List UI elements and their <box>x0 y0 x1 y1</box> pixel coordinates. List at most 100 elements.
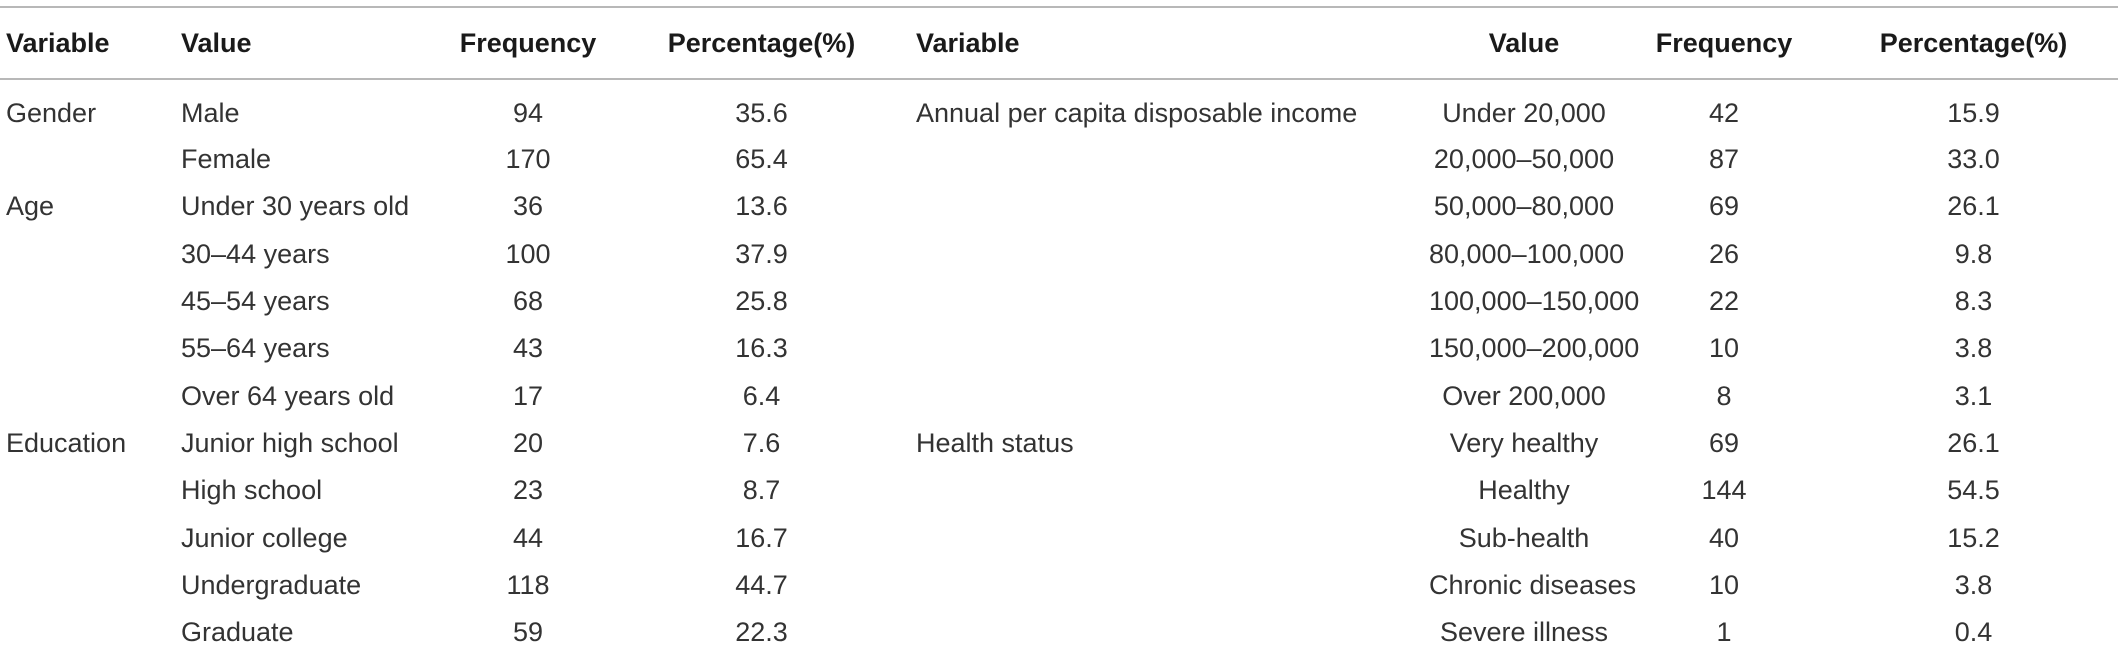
value-left-cell: Graduate <box>181 617 294 648</box>
frequency-right-cell: 87 <box>1708 144 1740 175</box>
variable-right-cell <box>910 231 1429 278</box>
value-left-cell: 30–44 years <box>181 238 330 269</box>
percentage-left-cell: 22.3 <box>735 617 788 648</box>
header-variable-left: Variable <box>6 27 110 58</box>
table-row: 45–54 years 68 25.8 100,000–150,000 22 8.3 <box>0 278 2118 325</box>
value-left-cell: Male <box>181 97 240 128</box>
variable-right-cell: Health status <box>916 427 1074 458</box>
value-right-cell: 80,000–100,000 <box>1429 238 1625 269</box>
percentage-right-cell: 15.2 <box>1947 522 2000 553</box>
percentage-left-cell: 13.6 <box>735 191 788 222</box>
table-row: Undergraduate 118 44.7 Chronic diseases 10 3.… <box>0 562 2118 609</box>
value-left-cell: Under 30 years old <box>181 191 410 222</box>
value-right-cell: 100,000–150,000 <box>1429 286 1640 317</box>
value-left-cell: Female <box>181 144 272 175</box>
frequency-left-cell: 94 <box>512 97 544 128</box>
frequency-right-cell: 144 <box>1701 475 1747 506</box>
frequency-left-cell: 44 <box>512 522 544 553</box>
frequency-left-cell: 118 <box>506 569 550 600</box>
frequency-left-cell: 20 <box>512 427 544 458</box>
percentage-right-cell: 9.8 <box>1954 238 1993 269</box>
table-row: Over 64 years old 17 6.4 Over 200,000 8 3.1 <box>0 372 2118 419</box>
table-row: Graduate 59 22.3 Severe illness 1 0.4 <box>0 609 2118 656</box>
percentage-right-cell: 3.1 <box>1954 380 1993 411</box>
frequency-left-cell: 59 <box>512 617 544 648</box>
variable-left-cell: Gender <box>6 97 97 128</box>
frequency-right-cell: 10 <box>1708 569 1740 600</box>
variable-left-cell <box>0 467 175 514</box>
variable-left-cell <box>0 278 175 325</box>
percentage-right-cell: 26.1 <box>1947 191 2000 222</box>
frequency-right-cell: 42 <box>1708 97 1740 128</box>
percentage-left-cell: 35.6 <box>735 97 788 128</box>
percentage-right-cell: 3.8 <box>1954 333 1993 364</box>
percentage-left-cell: 44.7 <box>735 569 788 600</box>
value-right-cell: Sub-health <box>1458 522 1590 553</box>
percentage-left-cell: 6.4 <box>742 380 781 411</box>
value-right-cell: 20,000–50,000 <box>1433 144 1615 175</box>
percentage-left-cell: 25.8 <box>735 286 788 317</box>
variable-left-cell <box>0 372 175 419</box>
header-row: Variable Value Frequency Percentage(%) V… <box>0 7 2118 79</box>
header-value-right: Value <box>1488 27 1560 58</box>
value-right-cell: Severe illness <box>1439 617 1609 648</box>
header-frequency-left: Frequency <box>459 27 597 58</box>
percentage-right-cell: 15.9 <box>1947 97 2000 128</box>
frequency-right-cell: 1 <box>1716 617 1732 648</box>
table-row: Education Junior high school 20 7.6 Health s… <box>0 420 2118 467</box>
table-row: Junior college 44 16.7 Sub-health 40 15.2 <box>0 514 2118 561</box>
header-variable-right: Variable <box>916 27 1020 58</box>
value-right-cell: Very healthy <box>1449 427 1599 458</box>
value-right-cell: Over 200,000 <box>1442 380 1606 411</box>
variable-left-cell <box>0 136 175 183</box>
variable-right-cell <box>910 136 1429 183</box>
percentage-left-cell: 65.4 <box>735 144 788 175</box>
variable-left-cell <box>0 562 175 609</box>
variable-left-cell <box>0 325 175 372</box>
value-right-cell: Healthy <box>1478 475 1570 506</box>
percentage-left-cell: 7.6 <box>742 427 781 458</box>
frequency-left-cell: 170 <box>505 144 551 175</box>
value-left-cell: Over 64 years old <box>181 380 395 411</box>
percentage-right-cell: 0.4 <box>1954 617 1993 648</box>
variable-right-cell <box>910 183 1429 230</box>
frequency-right-cell: 10 <box>1708 333 1740 364</box>
table-row: 55–64 years 43 16.3 150,000–200,000 10 3.8 <box>0 325 2118 372</box>
frequency-left-cell: 43 <box>512 333 544 364</box>
value-left-cell: Junior high school <box>181 427 399 458</box>
table-body: Gender Male 94 35.6 Annual per capita dispos… <box>0 79 2118 656</box>
percentage-right-cell: 8.3 <box>1954 286 1993 317</box>
value-left-cell: 45–54 years <box>181 286 330 317</box>
table-row: Age Under 30 years old 36 13.6 50,000–80,000… <box>0 183 2118 230</box>
frequency-right-cell: 22 <box>1708 286 1740 317</box>
header-frequency-right: Frequency <box>1655 27 1793 58</box>
header-percentage-left: Percentage(%) <box>667 27 856 58</box>
frequency-left-cell: 23 <box>512 475 544 506</box>
frequency-right-cell: 40 <box>1708 522 1740 553</box>
table-row: 30–44 years 100 37.9 80,000–100,000 26 9.8 <box>0 231 2118 278</box>
value-left-cell: 55–64 years <box>181 333 330 364</box>
percentage-right-cell: 54.5 <box>1947 475 2000 506</box>
value-left-cell: Undergraduate <box>181 569 362 600</box>
percentage-right-cell: 33.0 <box>1947 144 2000 175</box>
demographics-table: Variable Value Frequency Percentage(%) V… <box>0 6 2118 656</box>
variable-left-cell: Age <box>6 191 55 222</box>
value-right-cell: 150,000–200,000 <box>1429 333 1640 364</box>
percentage-left-cell: 8.7 <box>742 475 781 506</box>
table-row: Female 170 65.4 20,000–50,000 87 33.0 <box>0 136 2118 183</box>
variable-right-cell: Annual per capita disposable income <box>916 97 1358 128</box>
value-right-cell: Chronic diseases <box>1429 569 1637 600</box>
variable-left-cell: Education <box>6 427 127 458</box>
percentage-left-cell: 16.3 <box>735 333 788 364</box>
percentage-right-cell: 3.8 <box>1954 569 1993 600</box>
value-right-cell: Under 20,000 <box>1442 97 1606 128</box>
frequency-right-cell: 26 <box>1708 238 1740 269</box>
variable-left-cell <box>0 231 175 278</box>
frequency-right-cell: 8 <box>1716 380 1732 411</box>
variable-right-cell <box>910 278 1429 325</box>
frequency-left-cell: 100 <box>505 238 551 269</box>
percentage-left-cell: 37.9 <box>735 238 788 269</box>
value-right-cell: 50,000–80,000 <box>1433 191 1615 222</box>
variable-right-cell <box>910 514 1429 561</box>
